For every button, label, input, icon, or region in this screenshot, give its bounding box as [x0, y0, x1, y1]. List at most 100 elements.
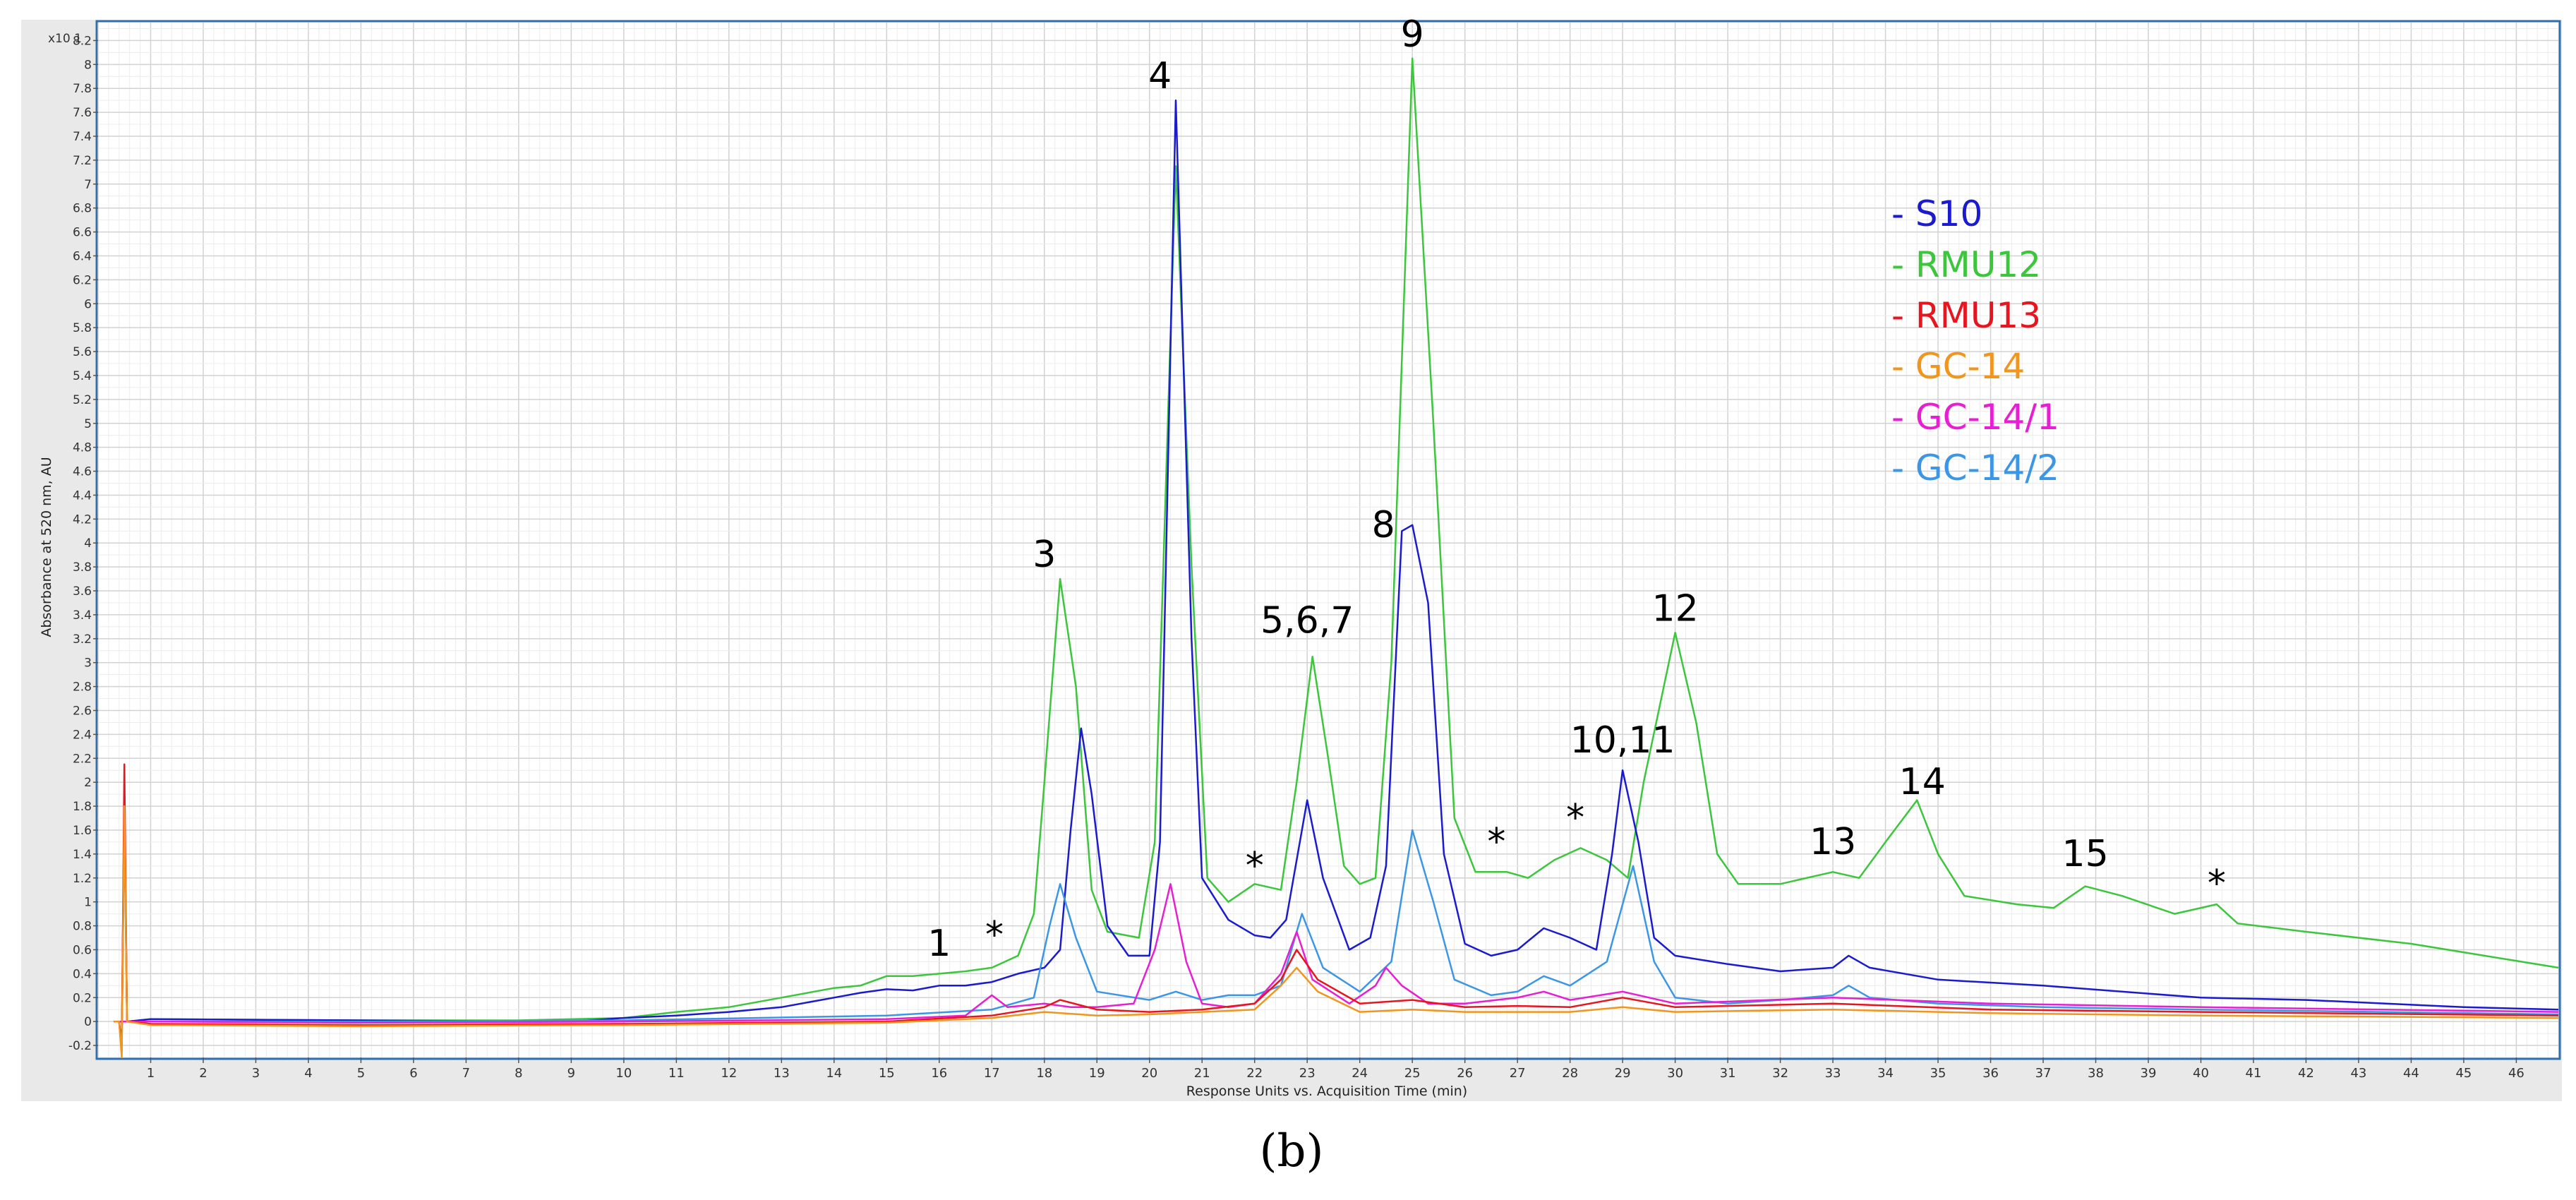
x-tick-label: 46 — [2508, 1066, 2524, 1081]
y-tick-label: 4 — [84, 536, 92, 551]
x-tick-label: 27 — [1510, 1066, 1526, 1081]
x-tick-label: 25 — [1404, 1066, 1421, 1081]
y-tick-label: 0 — [84, 1015, 92, 1029]
x-tick-label: 15 — [879, 1066, 895, 1081]
y-tick-label: 5.2 — [73, 393, 92, 407]
x-tick-label: 11 — [668, 1066, 685, 1081]
peak-annotation: 13 — [1810, 821, 1856, 863]
y-tick-label: 5.4 — [73, 369, 92, 383]
y-tick-label: 3.4 — [73, 608, 92, 623]
y-tick-label: 0.8 — [73, 920, 92, 934]
x-tick-label: 16 — [931, 1066, 947, 1081]
y-tick-label: 6.4 — [73, 249, 92, 263]
x-tick-label: 36 — [1982, 1066, 1999, 1081]
x-tick-label: 2 — [199, 1066, 207, 1081]
y-tick-label: 0.2 — [73, 991, 92, 1005]
y-tick-label: 1 — [84, 896, 92, 910]
peak-annotation-star: * — [1246, 845, 1264, 887]
x-tick-label: 30 — [1667, 1066, 1683, 1081]
y-tick-label: 1.4 — [73, 848, 92, 862]
x-tick-label: 10 — [615, 1066, 632, 1081]
x-tick-label: 32 — [1772, 1066, 1788, 1081]
peak-annotation-star: * — [2208, 863, 2226, 905]
peak-annotation: 3 — [1033, 534, 1056, 576]
y-tick-label: 7.4 — [73, 130, 92, 144]
x-tick-label: 39 — [2141, 1066, 2157, 1081]
peak-annotation: 5,6,7 — [1260, 599, 1354, 642]
x-tick-label: 26 — [1457, 1066, 1473, 1081]
x-tick-label: 24 — [1352, 1066, 1368, 1081]
y-axis-label: Absorbance at 520 nm, AU — [39, 457, 54, 637]
y-tick-label: 4.6 — [73, 465, 92, 479]
y-tick-label: 7.8 — [73, 82, 92, 96]
x-axis-label: Response Units vs. Acquisition Time (min… — [1186, 1084, 1467, 1099]
peak-annotation: 15 — [2062, 833, 2109, 875]
x-tick-label: 43 — [2350, 1066, 2366, 1081]
y-tick-label: 1.2 — [73, 872, 92, 886]
y-tick-label: 3.8 — [73, 560, 92, 575]
y-tick-label: 0.6 — [73, 943, 92, 957]
legend-entry: - RMU13 — [1891, 295, 2041, 336]
y-tick-label: 4.4 — [73, 488, 92, 503]
y-tick-label: 2.4 — [73, 728, 92, 742]
x-tick-label: 17 — [984, 1066, 1000, 1081]
peak-annotation-star: * — [985, 914, 1004, 956]
y-tick-label: 1.8 — [73, 800, 92, 814]
x-tick-label: 1 — [147, 1066, 155, 1081]
peak-annotations: 1 * 3 4 * 5,6,7 8 9 * * 10,11 12 13 14 15 * — [927, 13, 2226, 965]
y-tick-label: 1.6 — [73, 824, 92, 838]
x-tick-label: 31 — [1720, 1066, 1736, 1081]
x-tick-label: 44 — [2403, 1066, 2419, 1081]
x-tick-label: 41 — [2246, 1066, 2262, 1081]
peak-annotation: 4 — [1148, 55, 1172, 97]
x-tick-label: 14 — [826, 1066, 842, 1081]
x-tick-label: 6 — [409, 1066, 417, 1081]
y-tick-label: 8.2 — [73, 34, 92, 48]
y-tick-label: 2.2 — [73, 752, 92, 766]
y-tick-label: 8 — [84, 58, 92, 72]
x-tick-label: 19 — [1089, 1066, 1105, 1081]
x-tick-label: 13 — [774, 1066, 790, 1081]
y-tick-label: 7.6 — [73, 106, 92, 120]
y-tick-label: 5.6 — [73, 345, 92, 359]
y-tick-label: 6.2 — [73, 273, 92, 287]
x-tick-label: 5 — [357, 1066, 365, 1081]
x-tick-label: 18 — [1036, 1066, 1052, 1081]
y-tick-label: 5 — [84, 417, 92, 431]
figure-caption: (b) — [1260, 1125, 1324, 1177]
x-tick-label: 3 — [252, 1066, 260, 1081]
x-tick-label: 35 — [1930, 1066, 1946, 1081]
series-line-gc-14 — [114, 805, 2559, 1059]
y-multiplier-label: x10 1 — [48, 32, 82, 46]
peak-annotation: 12 — [1652, 587, 1699, 630]
x-tick-label: 21 — [1194, 1066, 1210, 1081]
x-tick-label: 33 — [1825, 1066, 1841, 1081]
y-tick-label: 6.8 — [73, 202, 92, 216]
series-line-s10 — [114, 99, 2559, 1047]
peak-annotation-star: * — [1487, 821, 1505, 863]
y-tick-label: 6 — [84, 297, 92, 311]
y-tick-label: -0.2 — [68, 1039, 92, 1053]
series-line-rmu12 — [114, 57, 2559, 1047]
y-tick-label: 2 — [84, 776, 92, 790]
legend: - S10 - RMU12 - RMU13 - GC-14 - GC-14/1 - GC-… — [1891, 193, 2059, 488]
x-tick-label: 7 — [462, 1066, 470, 1081]
x-tick-label: 12 — [721, 1066, 737, 1081]
y-tick-label: 6.6 — [73, 226, 92, 240]
y-tick-label: 4.2 — [73, 512, 92, 527]
x-tick-label: 34 — [1877, 1066, 1894, 1081]
y-tick-label: 3.2 — [73, 632, 92, 647]
peak-annotation: 9 — [1401, 13, 1424, 56]
y-tick-label: 4.8 — [73, 441, 92, 455]
x-tick-label: 38 — [2088, 1066, 2104, 1081]
y-tick-label: 2.6 — [73, 704, 92, 719]
y-tick-label: 3 — [84, 656, 92, 671]
x-tick-label: 8 — [514, 1066, 522, 1081]
legend-entry: - GC-14 — [1891, 346, 2025, 387]
y-tick-label: 7 — [84, 178, 92, 192]
x-tick-label: 9 — [567, 1066, 575, 1081]
y-tick-label: 3.6 — [73, 584, 92, 599]
y-tick-label: 2.8 — [73, 680, 92, 695]
